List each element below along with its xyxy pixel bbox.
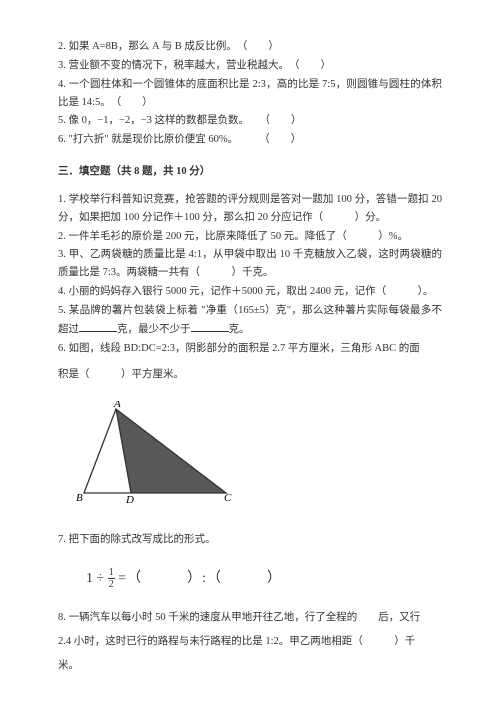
- q-b8a: 8. 一辆汽车以每小时 50 千米的速度从甲地开往乙地，行了全程的 后，又行: [58, 609, 442, 627]
- q-b5-b: 克，最少不少于: [117, 324, 191, 335]
- q-b8c: 米。: [58, 657, 442, 675]
- q-a3: 3. 营业额不变的情况下，税率越大，营业税越大。 （ ）: [58, 57, 442, 75]
- formula: 1 ÷ 1 2 =（ ）:（ ）: [86, 567, 442, 591]
- q-a5: 5. 像 0，−1，−2，−3 这样的数都是负数。 （ ）: [58, 112, 442, 130]
- frac-num: 1: [108, 567, 115, 579]
- triangle-figure: A B D C: [76, 401, 442, 513]
- q-b7: 7. 把下面的除式改写成比的形式。: [58, 531, 442, 549]
- q-b3: 3. 甲、乙两袋糖的质量比是 4:1，从甲袋中取出 10 千克糖放入乙袋，这时两…: [58, 246, 442, 282]
- q-b2: 2. 一件羊毛衫的原价是 200 元，比原来降低了 50 元。降低了（ ）%。: [58, 228, 442, 246]
- q-b4: 4. 小丽的妈妈存入银行 5000 元，记作＋5000 元，取出 2400 元，…: [58, 283, 442, 301]
- section-title: 三．填空题（共 8 题，共 10 分）: [58, 163, 442, 181]
- q-a4: 4. 一个圆柱体和一个圆锥体的底面积比是 2:3，高的比是 7:5，则圆锥与圆柱…: [58, 76, 442, 112]
- q-b5: 5. 某品牌的薯片包装袋上标着 "净重（165±5）克"，那么这种薯片实际每袋最…: [58, 302, 442, 339]
- formula-eq: =（ ）:（ ）: [118, 571, 282, 586]
- blank-5a[interactable]: [79, 320, 117, 332]
- label-D: D: [125, 494, 134, 506]
- fraction: 1 2: [108, 567, 115, 590]
- q-a6: 6. "打六折" 就是现价比原价便宜 60%。 （ ）: [58, 131, 442, 149]
- label-C: C: [224, 492, 232, 504]
- formula-left: 1 ÷: [86, 571, 104, 586]
- q-b8b: 2.4 小时，这时已行的路程与未行路程的比是 1:2。甲乙两地相距（ ）千: [58, 633, 442, 651]
- frac-den: 2: [108, 579, 115, 590]
- label-A: A: [113, 401, 121, 410]
- blank-5b[interactable]: [191, 320, 229, 332]
- q-b6a: 6. 如图，线段 BD:DC=2:3，阴影部分的面积是 2.7 平方厘米，三角形…: [58, 340, 442, 358]
- label-B: B: [76, 492, 83, 504]
- triangle-svg: A B D C: [76, 401, 241, 506]
- q-b5-c: 克。: [229, 324, 250, 335]
- q-b1: 1. 学校举行科普知识竞赛，抢答题的评分规则是答对一题加 100 分，答错一题扣…: [58, 191, 442, 227]
- q-a2: 2. 如果 A=8B，那么 A 与 B 成反比例。 （ ）: [58, 38, 442, 56]
- q-b6b: 积是（ ）平方厘米。: [58, 366, 442, 384]
